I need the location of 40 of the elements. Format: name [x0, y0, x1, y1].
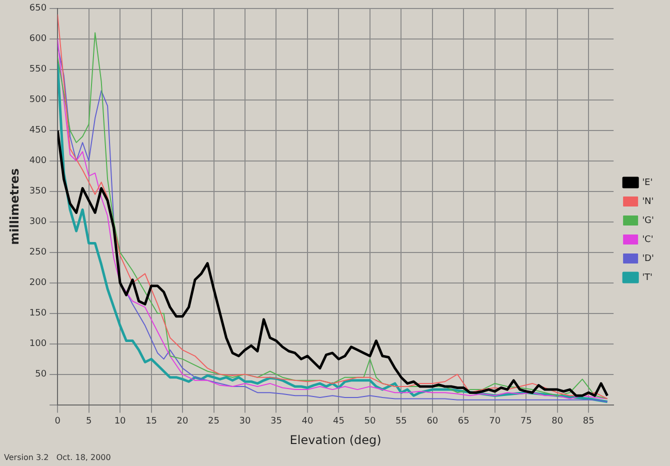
- x-tick-label: 45: [332, 416, 344, 427]
- y-tick-label: 350: [29, 186, 47, 197]
- y-tick-label: 250: [29, 248, 47, 258]
- y-tick-label: 200: [29, 278, 47, 288]
- x-tick-label: 5: [86, 416, 92, 427]
- y-axis-title: millimetres: [7, 168, 22, 245]
- x-tick-label: 80: [552, 416, 564, 427]
- x-tick-label: 60: [426, 416, 438, 427]
- y-tick-label: 650: [29, 4, 47, 14]
- x-tick-label: 75: [520, 416, 532, 427]
- legend-label: 'E': [642, 178, 653, 188]
- x-tick-label: 85: [582, 416, 594, 427]
- x-tick-label: 30: [239, 416, 251, 427]
- y-tick-label: 500: [29, 95, 47, 106]
- x-tick-label: 55: [395, 416, 407, 427]
- text: Version 3.2 Oct. 18, 2000: [4, 453, 111, 462]
- x-tick-label: 35: [270, 416, 282, 427]
- y-tick-label: 450: [29, 126, 47, 136]
- x-tick-label: 0: [54, 416, 61, 427]
- legend-label: 'N': [642, 196, 654, 207]
- y-tick-label: 550: [29, 64, 47, 75]
- y-tick-label: 150: [29, 308, 47, 319]
- y-tick-label: 100: [29, 339, 47, 350]
- x-tick-label: 65: [458, 416, 470, 427]
- x-tick-label: 25: [208, 416, 220, 427]
- y-tick-label: 50: [35, 370, 47, 380]
- x-tick-label: 20: [176, 416, 189, 427]
- x-tick-label: 50: [364, 416, 376, 427]
- x-tick-label: 15: [146, 416, 158, 427]
- x-axis-title: Elevation (deg): [290, 432, 382, 447]
- x-tick-label: 10: [114, 416, 126, 427]
- y-tick-label: 300: [29, 217, 47, 228]
- legend-label: 'C': [642, 234, 654, 245]
- x-tick-label: 40: [302, 416, 314, 427]
- legend-label: 'T': [642, 272, 653, 283]
- legend-label: 'D': [642, 254, 654, 264]
- y-tick-label: 600: [29, 34, 47, 44]
- y-tick-label: 400: [29, 156, 47, 166]
- x-tick-label: 70: [489, 416, 501, 427]
- legend-label: 'G': [642, 216, 654, 226]
